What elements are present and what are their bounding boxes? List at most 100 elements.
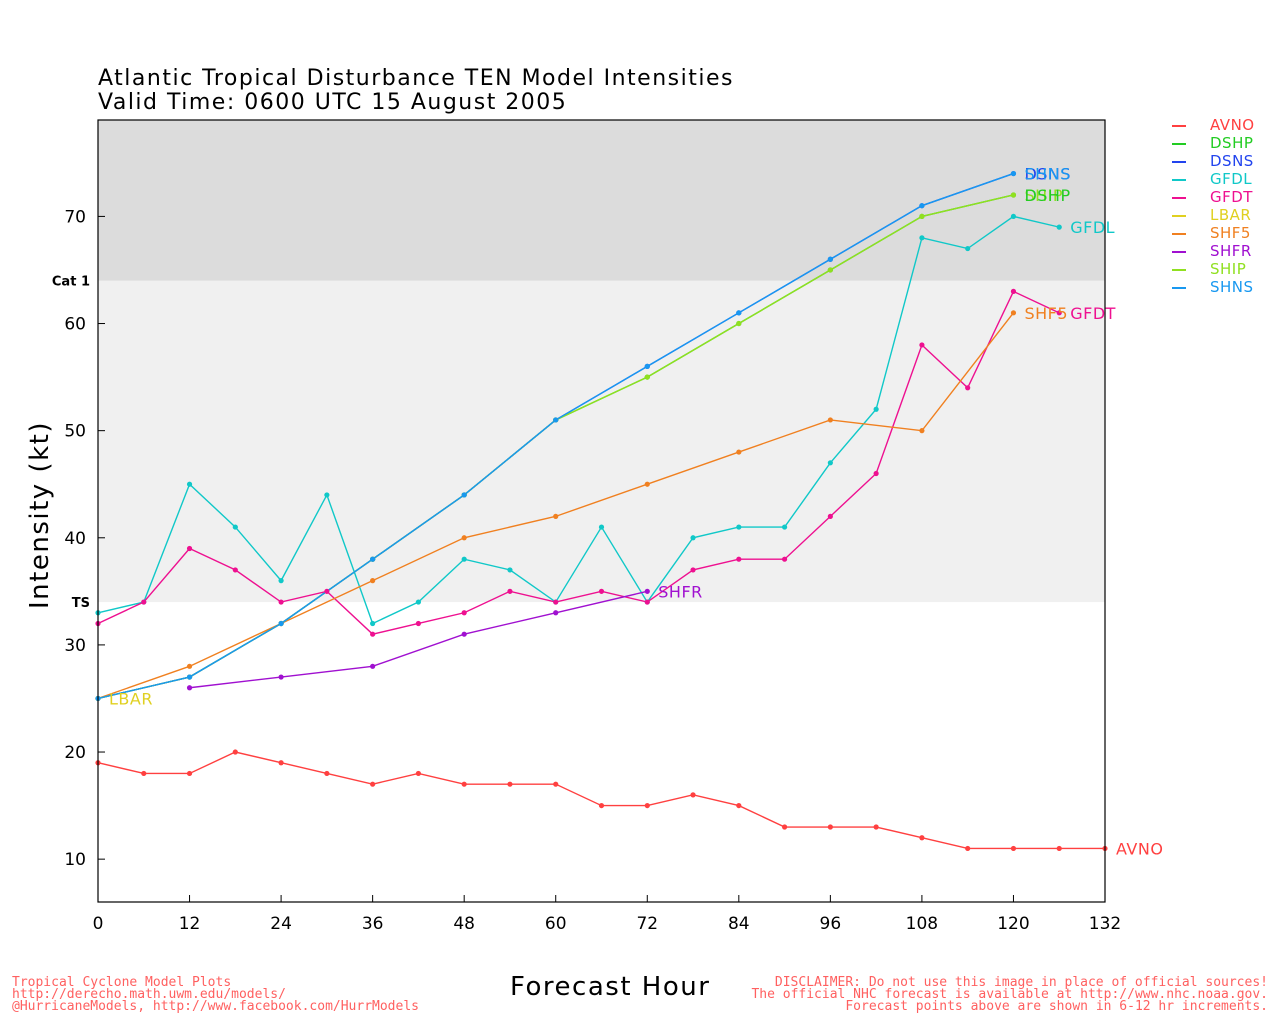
data-point-shfr [186, 685, 193, 691]
data-point-shf5 [461, 535, 467, 541]
data-point-gfdl [415, 599, 422, 605]
data-point-gfdl [690, 535, 696, 541]
footer-credit-line: http://derecho.math.uwm.edu/models/ [12, 987, 286, 1002]
data-point-gfdl [507, 567, 513, 573]
data-point-shns [827, 256, 833, 262]
data-point-avno [461, 781, 467, 787]
data-point-avno [736, 802, 742, 809]
data-point-shf5 [919, 428, 925, 434]
data-point-gfdl [919, 235, 925, 241]
legend-label: AVNO [1210, 116, 1255, 134]
data-point-avno [644, 802, 650, 809]
legend-item-ship: SHIP [1172, 260, 1255, 278]
y-tick-label: 60 [64, 315, 86, 335]
footer-credit-line: Tropical Cyclone Model Plots [12, 975, 232, 990]
data-point-shf5 [370, 578, 376, 584]
data-point-avno [1056, 845, 1062, 852]
data-point-shf5 [644, 481, 650, 487]
intensity-band [98, 280, 1105, 603]
data-point-gfdl [873, 406, 879, 412]
data-point-gfdl [965, 245, 971, 252]
x-tick-label: 36 [362, 914, 384, 934]
series-end-label: DSHP [1024, 186, 1070, 205]
series-end-label: SHFR [658, 582, 703, 601]
legend-label: GFDT [1210, 188, 1253, 206]
data-point-ship [827, 267, 833, 273]
data-point-shf5 [186, 663, 193, 669]
data-point-avno [324, 770, 330, 777]
band-threshold-label: Cat 1 [52, 275, 90, 290]
footer-disclaimer-line: Forecast points above are shown in 6-12 … [845, 999, 1268, 1014]
data-point-gfdt [827, 513, 833, 519]
data-point-gfdl [186, 481, 193, 487]
data-point-gfdt [644, 599, 650, 605]
series-end-label: SHIP [1024, 186, 1063, 205]
plot-frame [97, 119, 1106, 903]
legend-item-dshp: DSHP [1172, 134, 1255, 152]
x-tick-label: 72 [636, 914, 658, 934]
legend-swatch [1172, 232, 1186, 235]
series-line-avno [97, 751, 1105, 850]
data-point-shns [461, 492, 467, 498]
chart-subtitle: Valid Time: 0600 UTC 15 August 2005 [98, 90, 568, 115]
data-point-shfr [644, 588, 650, 594]
y-tick-label: 40 [64, 529, 86, 549]
chart-title: Atlantic Tropical Disturbance TEN Model … [98, 66, 734, 91]
y-tick-label: 30 [64, 636, 86, 656]
series-end-label: SHNS [1024, 165, 1070, 184]
series-line-shfr [189, 590, 648, 689]
footer-credits: Tropical Cyclone Model Plots http://dere… [12, 975, 419, 1013]
data-point-gfdt [232, 567, 238, 573]
y-tick-label: 20 [64, 743, 86, 763]
legend-swatch [1172, 214, 1186, 217]
legend-item-shfr: SHFR [1172, 242, 1255, 260]
legend-label: GFDL [1210, 170, 1253, 188]
data-point-avno [827, 824, 833, 830]
x-tick-label: 84 [728, 914, 750, 934]
x-tick-label: 48 [453, 914, 475, 934]
data-point-gfdt [186, 545, 193, 552]
data-point-avno [873, 824, 879, 830]
data-point-shf5 [736, 449, 742, 455]
data-point-gfdt [873, 470, 879, 477]
legend-item-dsns: DSNS [1172, 152, 1255, 170]
data-point-avno [141, 770, 147, 777]
data-point-avno [781, 824, 788, 830]
data-point-avno [598, 802, 605, 809]
data-point-shns [186, 674, 193, 680]
legend-item-gfdl: GFDL [1172, 170, 1255, 188]
data-point-ship [1010, 192, 1017, 198]
data-point-gfdt [736, 556, 742, 562]
x-tick-label: 12 [179, 914, 201, 934]
data-point-avno [553, 781, 559, 787]
legend-swatch [1172, 286, 1186, 289]
data-point-gfdt [461, 610, 467, 616]
data-point-gfdt [278, 599, 284, 605]
band-threshold-label: TS [72, 596, 90, 611]
data-point-avno [919, 835, 925, 841]
data-point-shfr [370, 663, 376, 669]
y-tick-label: 50 [64, 422, 86, 442]
series-line-gfdl [97, 215, 1060, 625]
x-tick-label: 0 [93, 914, 104, 934]
legend-label: SHFR [1210, 242, 1252, 260]
data-point-shns [644, 363, 650, 369]
data-point-shns [553, 417, 559, 423]
data-point-gfdt [781, 556, 788, 562]
series-end-label: DSNS [1024, 165, 1071, 184]
data-point-gfdl [781, 524, 788, 530]
x-tick-label: 108 [906, 914, 938, 934]
data-point-gfdt [919, 342, 925, 348]
data-point-shfr [461, 631, 467, 637]
data-point-shns [736, 310, 742, 316]
data-point-gfdt [1010, 288, 1017, 294]
data-point-gfdl [324, 492, 330, 498]
data-point-gfdt [690, 567, 696, 573]
series-end-label: AVNO [1116, 839, 1163, 858]
footer-disclaimer-line: DISCLAIMER: Do not use this image in pla… [774, 975, 1268, 990]
data-point-gfdl [1010, 213, 1017, 220]
data-point-ship [736, 320, 742, 327]
legend-swatch [1172, 196, 1186, 199]
intensity-band [98, 120, 1105, 281]
